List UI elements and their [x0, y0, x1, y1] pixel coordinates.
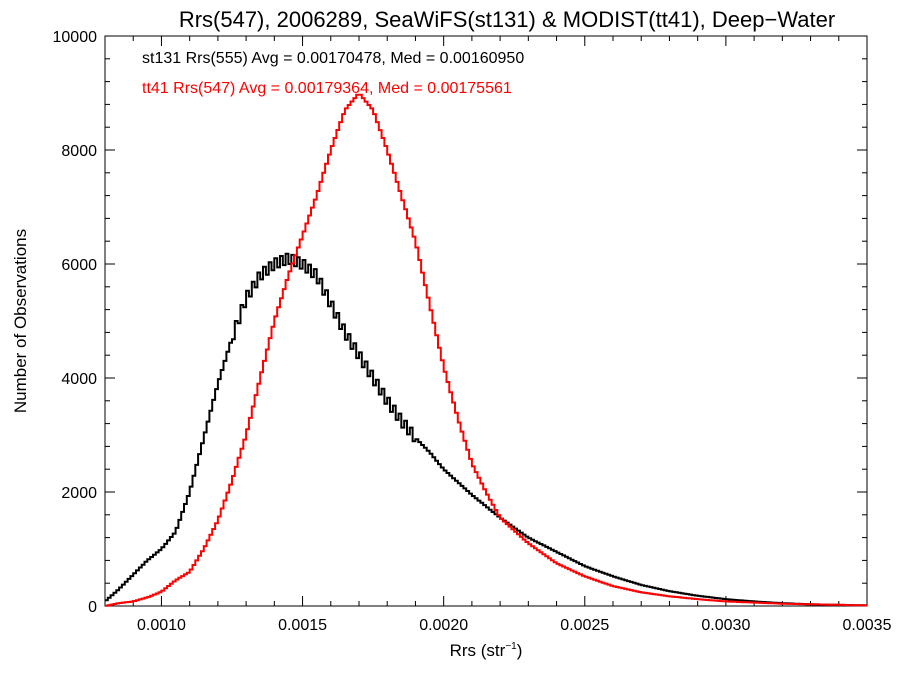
y-tick-label: 0 [88, 599, 97, 616]
series-annotation-black: st131 Rrs(555) Avg = 0.00170478, Med = 0… [142, 50, 524, 67]
y-axis-label: Number of Observations [11, 229, 30, 413]
x-tick-label: 0.0015 [278, 617, 327, 634]
chart-title: Rrs(547), 2006289, SeaWiFS(st131) & MODI… [179, 7, 835, 32]
y-tick-label: 6000 [61, 257, 97, 274]
x-axis-label-base: Rrs (str [450, 641, 506, 660]
x-axis-label: Rrs (str−1) [450, 641, 523, 660]
y-tick-label: 2000 [61, 485, 97, 502]
y-tick-label: 8000 [61, 143, 97, 160]
y-tick-label: 4000 [61, 371, 97, 388]
x-tick-label: 0.0030 [701, 617, 750, 634]
x-tick-label: 0.0035 [843, 617, 892, 634]
x-axis-label-end: ) [517, 641, 523, 660]
x-tick-label: 0.0020 [419, 617, 468, 634]
x-axis-label-sup: −1 [505, 641, 517, 652]
series-annotation-red: tt41 Rrs(547) Avg = 0.00179364, Med = 0.… [142, 80, 512, 97]
histogram-series [105, 93, 867, 607]
x-tick-label: 0.0010 [137, 617, 186, 634]
histogram-line-st131 [105, 252, 867, 607]
plot-frame [104, 35, 868, 607]
x-tick-labels: 0.0010 0.0015 0.0020 0.0025 0.0030 0.0035 [137, 617, 892, 634]
axis-ticks [104, 35, 868, 607]
y-tick-labels: 0 2000 4000 6000 8000 10000 [53, 29, 98, 616]
histogram-line-tt41 [105, 93, 867, 607]
y-tick-label: 10000 [53, 29, 98, 46]
x-tick-label: 0.0025 [560, 617, 609, 634]
